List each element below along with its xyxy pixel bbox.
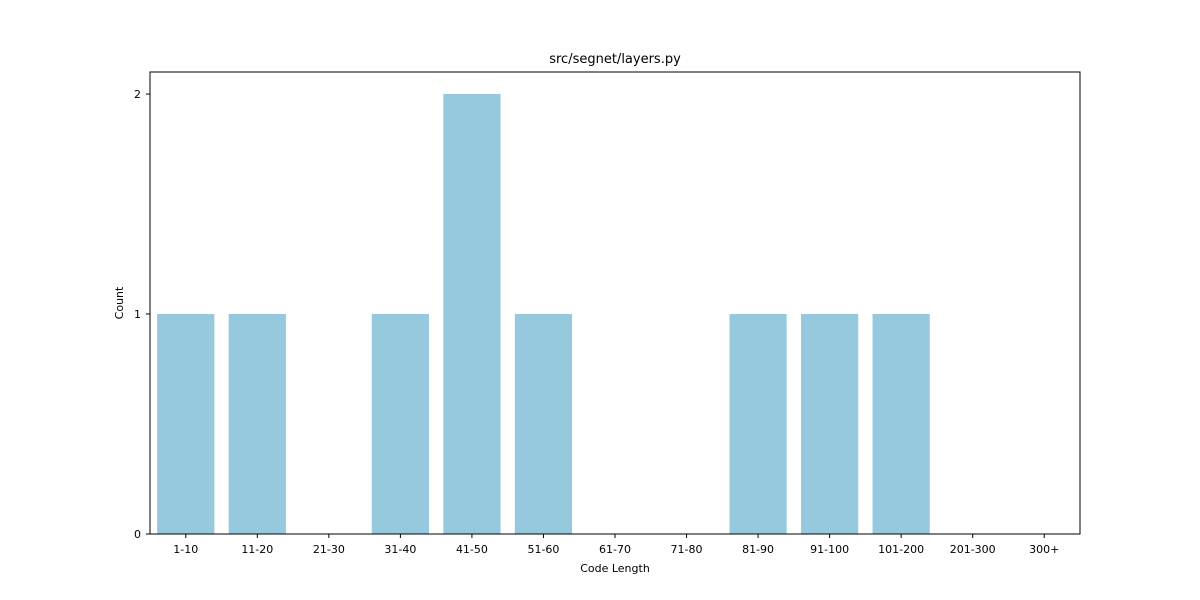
- x-tick-label: 71-80: [671, 543, 703, 556]
- bar-81-90: [729, 314, 787, 534]
- y-tick-label: 0: [134, 528, 141, 541]
- x-tick-label: 21-30: [313, 543, 345, 556]
- x-axis: 1-10 11-20 21-30 31-40 41-50 51-60 61-70 71-80 8…: [173, 534, 1059, 556]
- x-tick-label: 201-300: [950, 543, 996, 556]
- x-tick-label: 300+: [1029, 543, 1059, 556]
- x-tick-label: 51-60: [527, 543, 559, 556]
- bar-41-50: [443, 94, 501, 534]
- y-axis-label: Count: [113, 286, 126, 319]
- x-tick-label: 91-100: [810, 543, 849, 556]
- bar-101-200: [872, 314, 930, 534]
- y-axis: 0 1 2: [134, 88, 150, 541]
- x-tick-label: 11-20: [241, 543, 273, 556]
- y-tick-label: 1: [134, 308, 141, 321]
- chart-title: src/segnet/layers.py: [549, 52, 681, 67]
- bars-group: [157, 94, 930, 534]
- bar-91-100: [801, 314, 859, 534]
- x-tick-label: 61-70: [599, 543, 631, 556]
- plot-frame: [149, 71, 1081, 535]
- y-tick-label: 2: [134, 88, 141, 101]
- x-tick-label: 31-40: [384, 543, 416, 556]
- x-tick-label: 1-10: [173, 543, 198, 556]
- bar-31-40: [371, 314, 429, 534]
- bar-11-20: [228, 314, 286, 534]
- x-axis-label: Code Length: [580, 562, 650, 575]
- x-tick-label: 101-200: [878, 543, 924, 556]
- x-tick-label: 41-50: [456, 543, 488, 556]
- bar-51-60: [514, 314, 573, 534]
- x-tick-label: 81-90: [742, 543, 774, 556]
- bar-1-10: [157, 314, 215, 534]
